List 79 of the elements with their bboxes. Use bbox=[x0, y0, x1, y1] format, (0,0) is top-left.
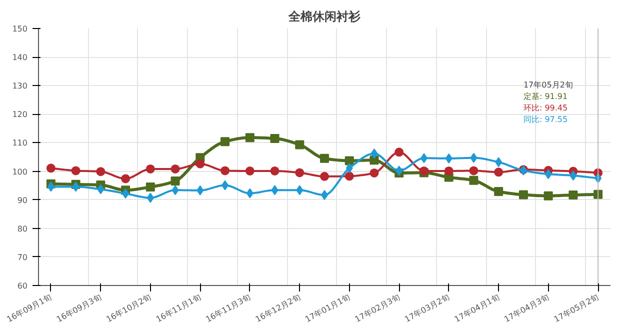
x-tick-label: 16年09月1旬 bbox=[5, 292, 54, 324]
point bbox=[518, 190, 528, 200]
point bbox=[370, 148, 378, 159]
point bbox=[370, 156, 379, 165]
point bbox=[245, 133, 254, 142]
x-tick-label: 17年02月3旬 bbox=[354, 292, 402, 324]
point bbox=[394, 148, 404, 157]
point bbox=[296, 185, 304, 196]
point bbox=[196, 159, 205, 168]
point bbox=[47, 182, 54, 192]
y-tick-label: 140 bbox=[12, 53, 28, 62]
y-tick-label: 70 bbox=[17, 252, 28, 262]
point bbox=[220, 137, 230, 146]
y-tick-label: 80 bbox=[17, 224, 28, 234]
x-tick-label: 17年04月1旬 bbox=[453, 292, 501, 324]
point bbox=[295, 168, 304, 178]
point bbox=[445, 153, 452, 164]
point bbox=[46, 164, 56, 173]
point bbox=[72, 182, 80, 192]
point bbox=[495, 157, 502, 168]
point bbox=[146, 164, 155, 174]
point bbox=[494, 187, 504, 196]
point bbox=[172, 185, 179, 196]
annotation: 定基: 91.91 bbox=[523, 92, 568, 102]
point bbox=[146, 192, 154, 203]
point bbox=[568, 190, 578, 200]
point bbox=[469, 176, 478, 185]
x-tick-label: 17年05月2旬 bbox=[552, 292, 600, 324]
point bbox=[370, 168, 379, 178]
y-tick-label: 90 bbox=[17, 196, 28, 205]
point bbox=[222, 180, 229, 190]
x-tick-label: 17年01月1旬 bbox=[304, 292, 352, 324]
annotation: 环比: 99.45 bbox=[523, 104, 568, 113]
point bbox=[470, 152, 478, 163]
point bbox=[320, 172, 329, 181]
point bbox=[346, 163, 353, 174]
y-tick-label: 130 bbox=[12, 82, 28, 91]
point bbox=[121, 174, 130, 184]
x-tick-label: 17年03月2旬 bbox=[403, 292, 452, 324]
point bbox=[544, 169, 552, 180]
point bbox=[344, 156, 354, 166]
y-tick-label: 60 bbox=[17, 282, 28, 290]
annotation: 同比: 97.55 bbox=[523, 115, 568, 124]
point bbox=[396, 166, 403, 176]
point bbox=[544, 191, 553, 200]
y-tick-label: 100 bbox=[12, 167, 28, 176]
point bbox=[469, 166, 478, 176]
y-tick-label: 150 bbox=[12, 24, 28, 34]
point bbox=[344, 172, 354, 181]
point bbox=[96, 167, 106, 176]
point bbox=[196, 185, 204, 196]
y-tick-label: 120 bbox=[12, 110, 28, 120]
x-tick-label: 16年10月2旬 bbox=[104, 292, 153, 324]
point bbox=[97, 184, 104, 194]
x-tick-label: 16年09月3旬 bbox=[55, 292, 103, 324]
point bbox=[170, 164, 180, 174]
point bbox=[220, 166, 230, 176]
point bbox=[270, 166, 280, 176]
point bbox=[444, 166, 454, 176]
point bbox=[270, 134, 280, 143]
point bbox=[122, 188, 130, 199]
chart-title: 全棉休闲衬衫 bbox=[288, 10, 362, 24]
x-tick-label: 16年11月1旬 bbox=[154, 292, 202, 324]
point bbox=[271, 185, 278, 196]
point bbox=[71, 166, 80, 176]
x-tick-label: 16年12月2旬 bbox=[254, 292, 302, 324]
annotation: 17年05月2旬 bbox=[523, 80, 573, 90]
point bbox=[494, 168, 504, 177]
point bbox=[246, 188, 254, 198]
point bbox=[146, 182, 155, 192]
y-tick-label: 110 bbox=[12, 138, 28, 148]
point bbox=[295, 140, 304, 150]
point bbox=[420, 153, 428, 164]
point bbox=[170, 176, 180, 186]
point bbox=[320, 154, 329, 163]
x-tick-label: 16年11月3旬 bbox=[204, 292, 252, 324]
point bbox=[245, 166, 254, 176]
x-tick-label: 17年04月3旬 bbox=[502, 292, 550, 324]
point bbox=[570, 170, 577, 181]
